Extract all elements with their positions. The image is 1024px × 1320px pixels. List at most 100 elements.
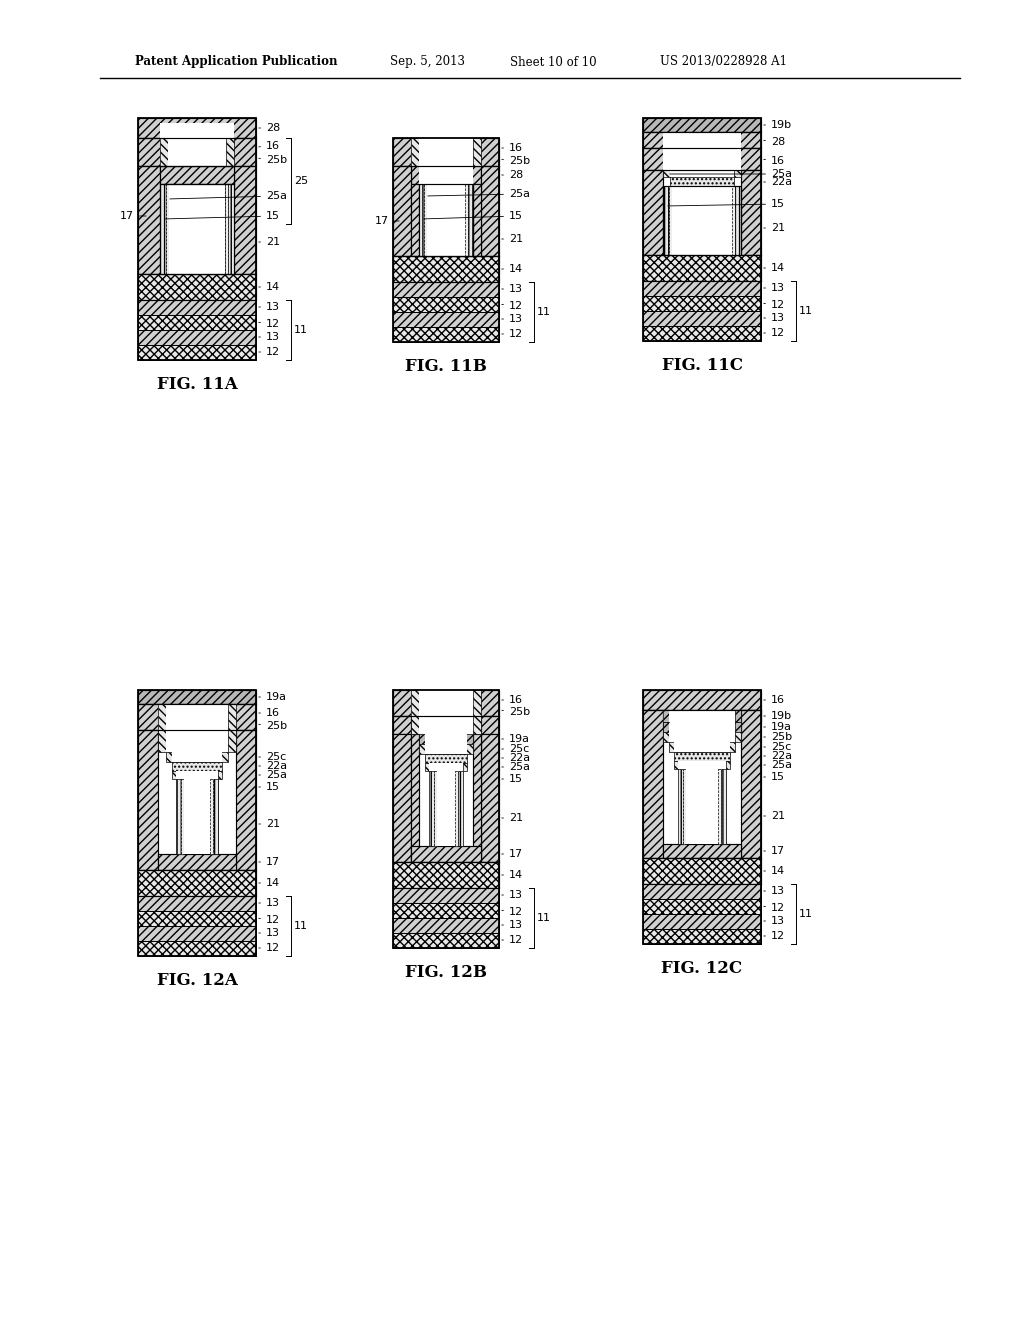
Bar bbox=[732, 186, 735, 255]
Text: 15: 15 bbox=[165, 211, 280, 220]
Bar bbox=[473, 734, 481, 862]
Bar bbox=[643, 710, 761, 722]
Bar bbox=[138, 139, 256, 166]
Bar bbox=[176, 771, 218, 779]
Text: 16: 16 bbox=[502, 143, 523, 153]
Bar bbox=[138, 941, 256, 956]
Text: 11: 11 bbox=[537, 308, 551, 317]
Bar bbox=[411, 139, 419, 166]
Text: 11: 11 bbox=[294, 921, 308, 931]
Bar bbox=[735, 722, 741, 733]
Text: 19a: 19a bbox=[764, 722, 792, 733]
Text: 17: 17 bbox=[259, 857, 281, 867]
Bar bbox=[670, 170, 734, 177]
Text: 12: 12 bbox=[764, 300, 785, 310]
Text: 14: 14 bbox=[259, 878, 281, 888]
Bar bbox=[419, 139, 473, 166]
Text: US 2013/0228928 A1: US 2013/0228928 A1 bbox=[660, 55, 787, 69]
Text: 13: 13 bbox=[764, 886, 785, 896]
Text: 14: 14 bbox=[502, 264, 523, 275]
Bar bbox=[393, 139, 499, 166]
Bar bbox=[393, 256, 499, 282]
Bar bbox=[663, 733, 669, 742]
Text: FIG. 11A: FIG. 11A bbox=[157, 376, 238, 393]
Bar bbox=[166, 752, 228, 762]
Text: 12: 12 bbox=[764, 327, 785, 338]
Bar bbox=[138, 704, 256, 730]
Bar bbox=[138, 315, 256, 330]
Bar bbox=[158, 704, 236, 730]
Bar bbox=[663, 186, 741, 255]
Bar bbox=[228, 704, 236, 730]
Bar bbox=[425, 744, 467, 754]
Bar bbox=[166, 730, 228, 752]
Bar bbox=[411, 734, 419, 862]
Bar bbox=[226, 139, 234, 166]
Bar bbox=[424, 183, 427, 256]
Bar bbox=[393, 282, 499, 297]
Bar bbox=[643, 929, 761, 944]
Bar bbox=[643, 899, 761, 913]
Text: 17: 17 bbox=[502, 849, 523, 859]
Bar bbox=[643, 170, 663, 255]
Bar bbox=[393, 933, 499, 948]
Bar bbox=[393, 715, 411, 734]
Bar bbox=[663, 186, 669, 255]
Bar bbox=[393, 327, 499, 342]
Bar bbox=[138, 330, 256, 345]
Text: 13: 13 bbox=[764, 916, 785, 927]
Bar bbox=[225, 183, 228, 275]
Text: 13: 13 bbox=[259, 333, 280, 342]
Bar bbox=[643, 117, 761, 341]
Bar bbox=[160, 139, 234, 166]
Bar bbox=[643, 255, 761, 281]
Bar bbox=[425, 754, 467, 763]
Bar bbox=[411, 715, 419, 734]
Bar bbox=[411, 846, 481, 862]
Bar bbox=[643, 132, 761, 148]
Bar bbox=[678, 770, 683, 843]
Bar bbox=[166, 704, 228, 730]
Text: 22a: 22a bbox=[764, 177, 793, 187]
Bar bbox=[735, 710, 741, 722]
Bar bbox=[718, 770, 721, 843]
Text: 21: 21 bbox=[502, 234, 523, 244]
Text: FIG. 12A: FIG. 12A bbox=[157, 972, 238, 989]
Text: 17: 17 bbox=[375, 216, 399, 226]
Text: 15: 15 bbox=[424, 211, 523, 220]
Bar bbox=[419, 166, 473, 183]
Bar bbox=[481, 715, 499, 734]
Text: 28: 28 bbox=[259, 123, 281, 133]
Bar bbox=[473, 715, 481, 734]
Bar bbox=[734, 170, 741, 177]
Text: 12: 12 bbox=[259, 319, 281, 329]
Bar bbox=[168, 139, 226, 166]
Text: 14: 14 bbox=[259, 282, 281, 292]
Bar bbox=[735, 733, 741, 742]
Text: 25b: 25b bbox=[259, 721, 287, 731]
Bar bbox=[138, 870, 256, 896]
Text: 16: 16 bbox=[502, 696, 523, 705]
Text: 25b: 25b bbox=[502, 708, 530, 717]
Bar bbox=[674, 742, 730, 752]
Bar bbox=[213, 779, 218, 854]
Bar bbox=[138, 275, 256, 300]
Bar bbox=[138, 690, 256, 704]
Bar bbox=[228, 730, 236, 752]
Bar bbox=[468, 183, 473, 256]
Text: 14: 14 bbox=[502, 870, 523, 880]
Text: 28: 28 bbox=[502, 170, 523, 180]
Bar bbox=[218, 771, 222, 779]
Text: 12: 12 bbox=[502, 329, 523, 339]
Bar bbox=[663, 132, 741, 148]
Bar bbox=[172, 752, 222, 762]
Bar bbox=[393, 690, 499, 715]
Text: 12: 12 bbox=[764, 903, 785, 913]
Bar bbox=[160, 166, 234, 183]
Bar bbox=[393, 888, 499, 903]
Bar bbox=[234, 166, 256, 275]
Bar bbox=[419, 183, 424, 256]
Bar bbox=[683, 770, 686, 843]
Bar bbox=[236, 730, 256, 870]
Text: 21: 21 bbox=[764, 810, 785, 821]
